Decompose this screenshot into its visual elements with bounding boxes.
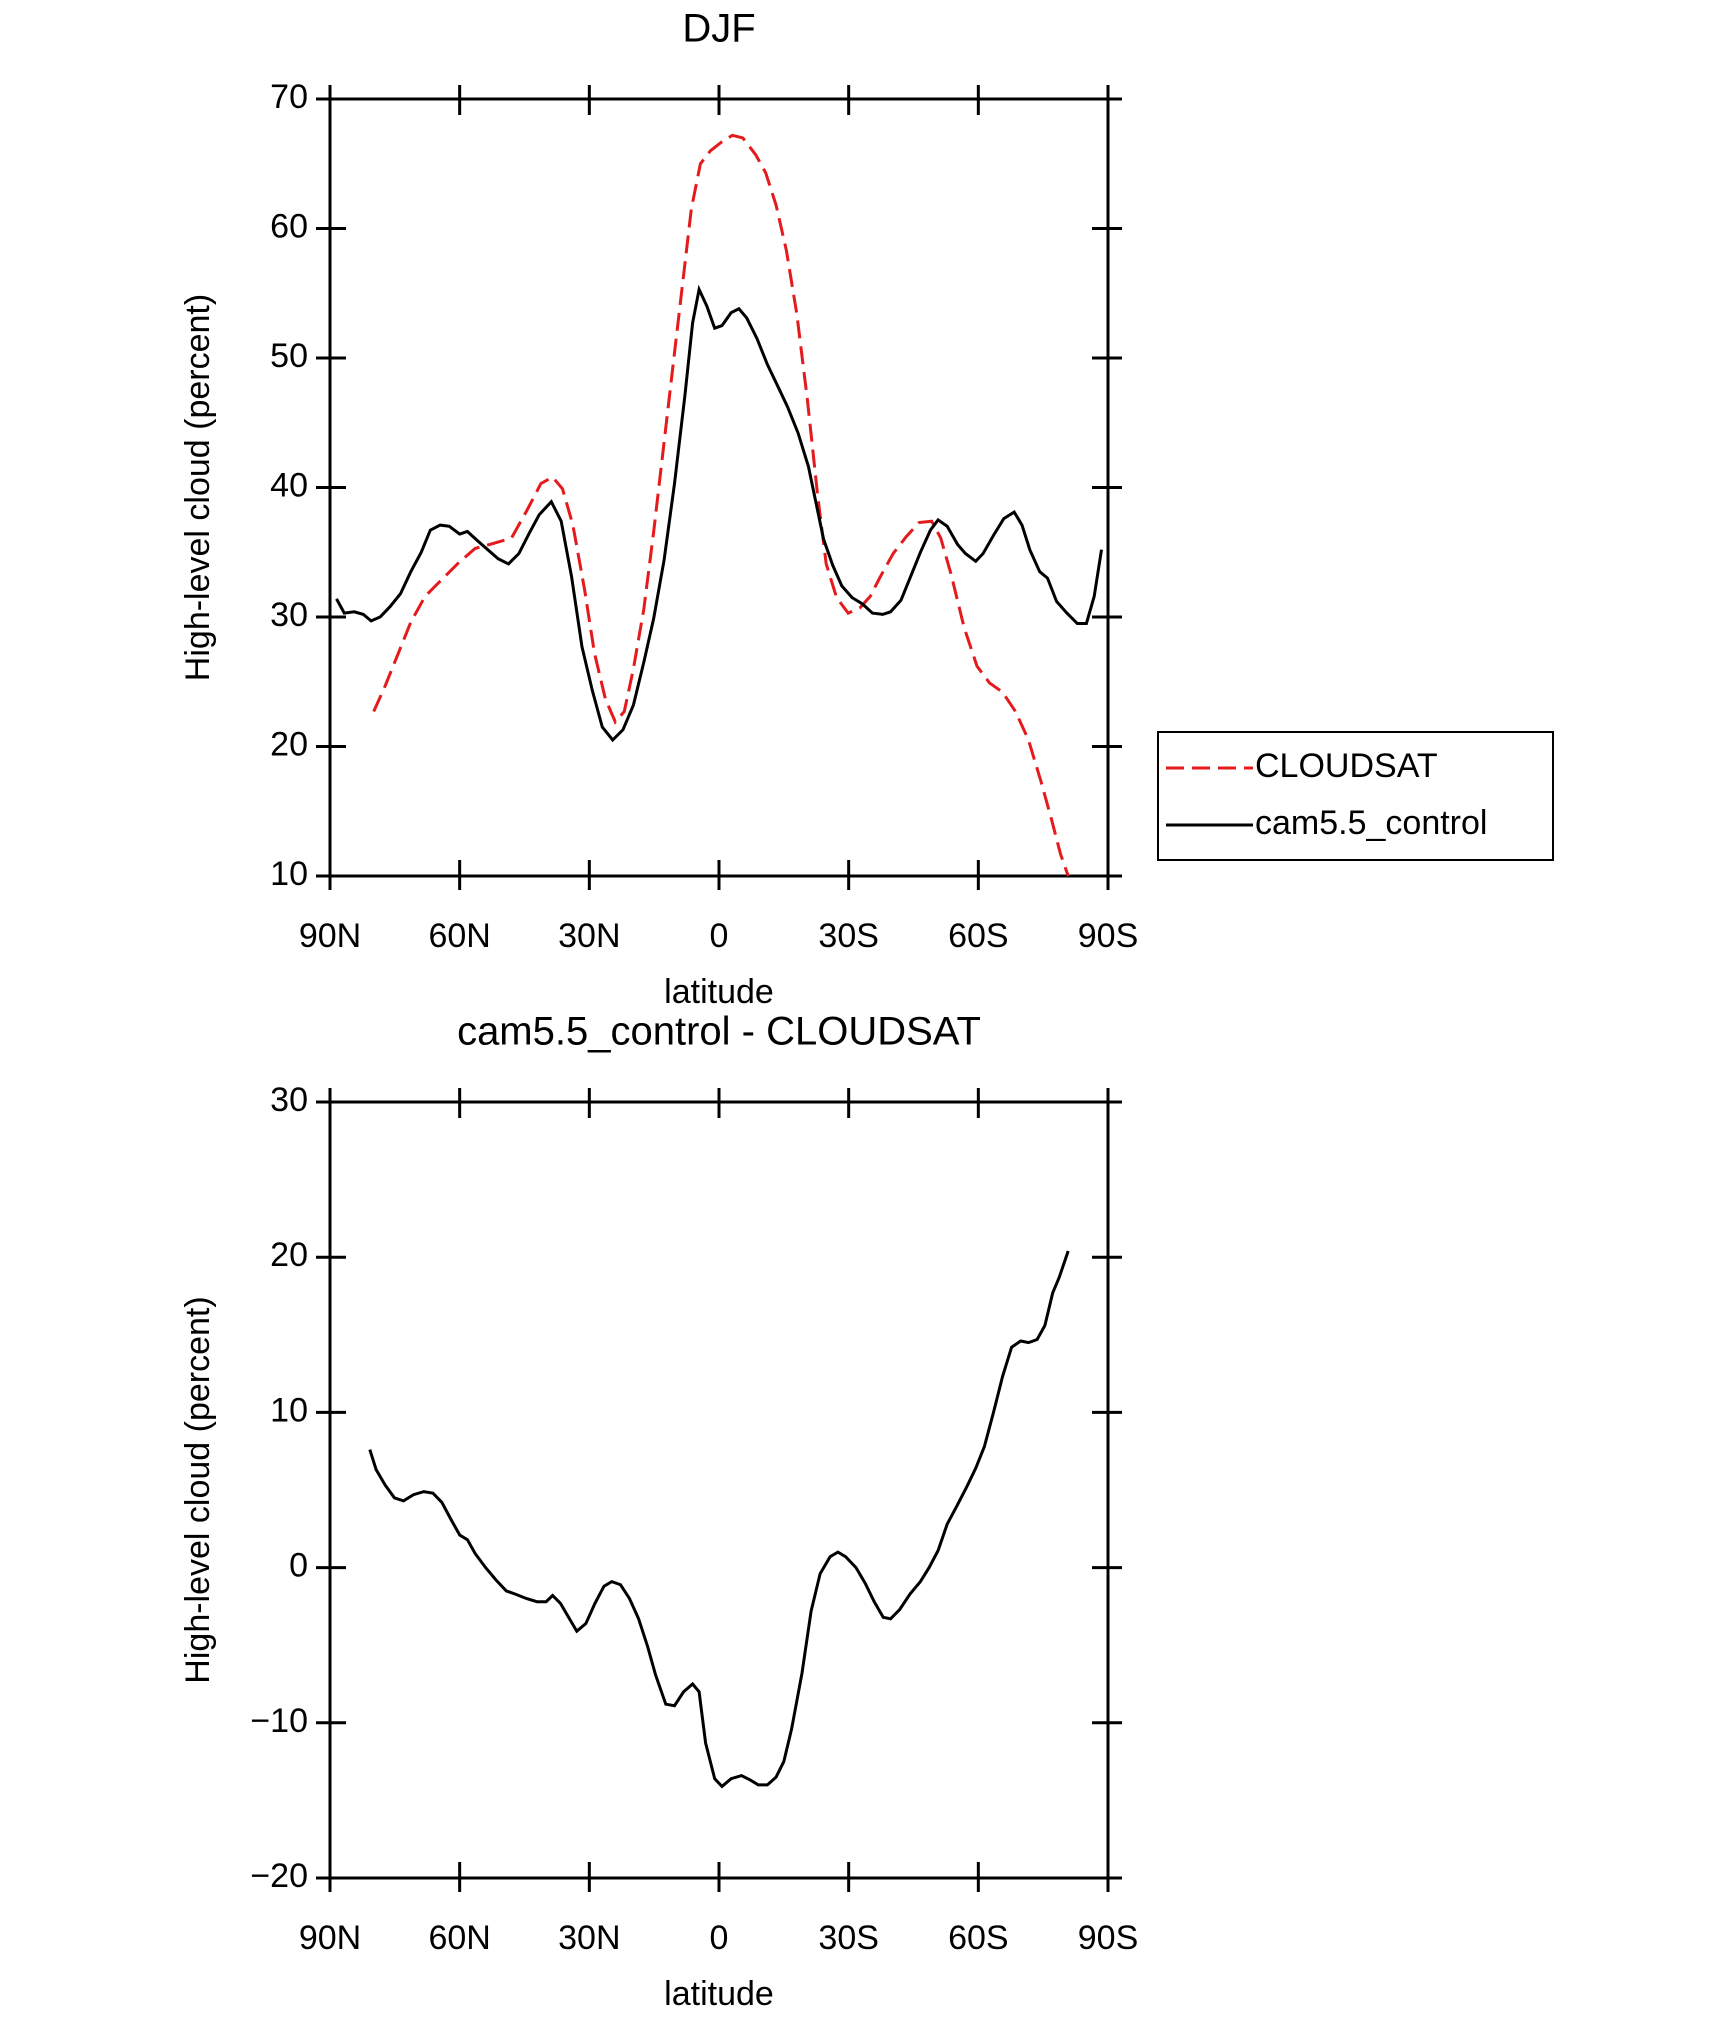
data-line (368, 1250, 1070, 1789)
y-tick-label: 0 (289, 1547, 308, 1585)
y-tick-label: 10 (270, 1391, 308, 1429)
y-tick-label: 70 (270, 78, 308, 116)
x-tick-label: 0 (710, 1919, 729, 1957)
x-tick-label: 60S (948, 1919, 1009, 1957)
y-tick-label: 50 (270, 337, 308, 375)
plot-frame (328, 1100, 1110, 1880)
x-axis-label: latitude (664, 973, 774, 1011)
y-tick-label: −10 (250, 1702, 308, 1740)
x-tick-label: 90S (1078, 1919, 1139, 1957)
legend-label: CLOUDSAT (1255, 747, 1438, 785)
y-tick-label: 30 (270, 596, 308, 634)
legend-box (1157, 731, 1554, 861)
y-tick-label: 60 (270, 207, 308, 245)
chart-title: DJF (682, 7, 755, 51)
y-tick-label: 10 (270, 855, 308, 893)
x-tick-label: 60S (948, 917, 1009, 955)
plot-frame (328, 97, 1110, 878)
x-tick-label: 0 (710, 917, 729, 955)
y-tick-label: 40 (270, 466, 308, 504)
x-tick-label: 30S (818, 917, 879, 955)
y-tick-label: −20 (250, 1857, 308, 1895)
x-tick-label: 30N (558, 1919, 620, 1957)
x-tick-label: 90N (299, 917, 361, 955)
chart-title: cam5.5_control - CLOUDSAT (457, 1010, 981, 1054)
x-axis-label: latitude (664, 1975, 774, 2013)
y-tick-label: 20 (270, 1236, 308, 1274)
x-tick-label: 60N (428, 917, 490, 955)
x-tick-label: 90S (1078, 917, 1139, 955)
data-line (372, 133, 1070, 877)
legend-label: cam5.5_control (1255, 804, 1487, 842)
y-axis-label: High-level cloud (percent) (179, 1296, 217, 1683)
y-tick-label: 30 (270, 1081, 308, 1119)
data-line (335, 284, 1103, 743)
y-tick-label: 20 (270, 725, 308, 763)
x-tick-label: 60N (428, 1919, 490, 1957)
y-axis-label: High-level cloud (percent) (179, 294, 217, 681)
x-tick-label: 30S (818, 1919, 879, 1957)
x-tick-label: 30N (558, 917, 620, 955)
x-tick-label: 90N (299, 1919, 361, 1957)
